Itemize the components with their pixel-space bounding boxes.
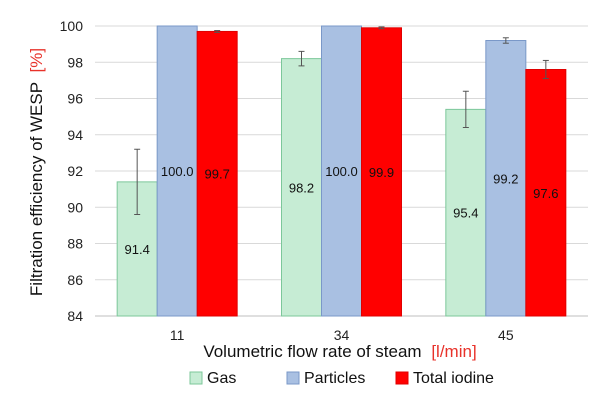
x-tick-label-34: 34	[334, 327, 350, 343]
legend-swatch-gas	[189, 371, 203, 385]
legend-label-particles: Particles	[304, 370, 365, 387]
bar-total-iodine-45	[525, 69, 567, 317]
data-label-total-iodine-45: 97.6	[533, 186, 558, 201]
bar-particles-45	[485, 40, 527, 317]
y-axis-title: Filtration efficiency of WESP [%]	[27, 48, 46, 296]
y-tick-label-98: 98	[67, 54, 83, 70]
y-axis-title-text: Filtration efficiency of WESP	[27, 82, 46, 296]
bar-particles-11	[156, 25, 198, 317]
y-axis-unit: [%]	[27, 48, 46, 73]
x-axis-title-text: Volumetric flow rate of steam	[203, 342, 421, 361]
y-tick-label-92: 92	[67, 163, 83, 179]
y-tick-label-96: 96	[67, 91, 83, 107]
y-tick-label-100: 100	[60, 18, 84, 34]
y-tick-label-90: 90	[67, 199, 83, 215]
y-tick-labels: 84 86 88 90 92 94 96 98 100	[60, 18, 84, 324]
data-label-total-iodine-34: 99.9	[369, 165, 394, 180]
x-axis-unit: [l/min]	[431, 342, 476, 361]
legend-label-gas: Gas	[207, 370, 236, 387]
y-tick-label-84: 84	[67, 308, 83, 324]
bar-gas-34	[281, 58, 322, 317]
data-label-gas-34: 98.2	[289, 180, 314, 195]
bar-gas-45	[445, 108, 487, 317]
data-label-gas-45: 95.4	[453, 206, 478, 221]
error-bars	[134, 26, 549, 215]
data-label-total-iodine-11: 99.7	[205, 167, 230, 182]
legend-swatch-particles	[286, 371, 300, 385]
legend-label-total-iodine: Total iodine	[413, 370, 494, 387]
x-tick-label-45: 45	[498, 327, 514, 343]
data-label-gas-11: 91.4	[125, 242, 150, 257]
y-tick-label-88: 88	[67, 236, 83, 252]
bar-total-iodine-34	[361, 27, 402, 317]
legend: Gas Particles Total iodine	[189, 370, 494, 387]
y-tick-label-94: 94	[67, 127, 83, 143]
bar-particles-34	[321, 25, 362, 317]
x-axis-title: Volumetric flow rate of steam [l/min]	[203, 342, 476, 361]
x-tick-labels: 11 34 45	[170, 327, 514, 343]
data-label-particles-45: 99.2	[493, 171, 518, 186]
data-label-particles-34: 100.0	[325, 164, 358, 179]
data-label-particles-11: 100.0	[161, 164, 194, 179]
data-labels: 91.4 100.0 99.7 98.2 100.0 99.9 95.4 99.2 97.6	[125, 164, 559, 257]
x-tick-label-11: 11	[170, 327, 185, 343]
bar-total-iodine-11	[196, 30, 238, 317]
y-tick-label-86: 86	[67, 272, 83, 288]
legend-swatch-total-iodine	[395, 371, 409, 385]
